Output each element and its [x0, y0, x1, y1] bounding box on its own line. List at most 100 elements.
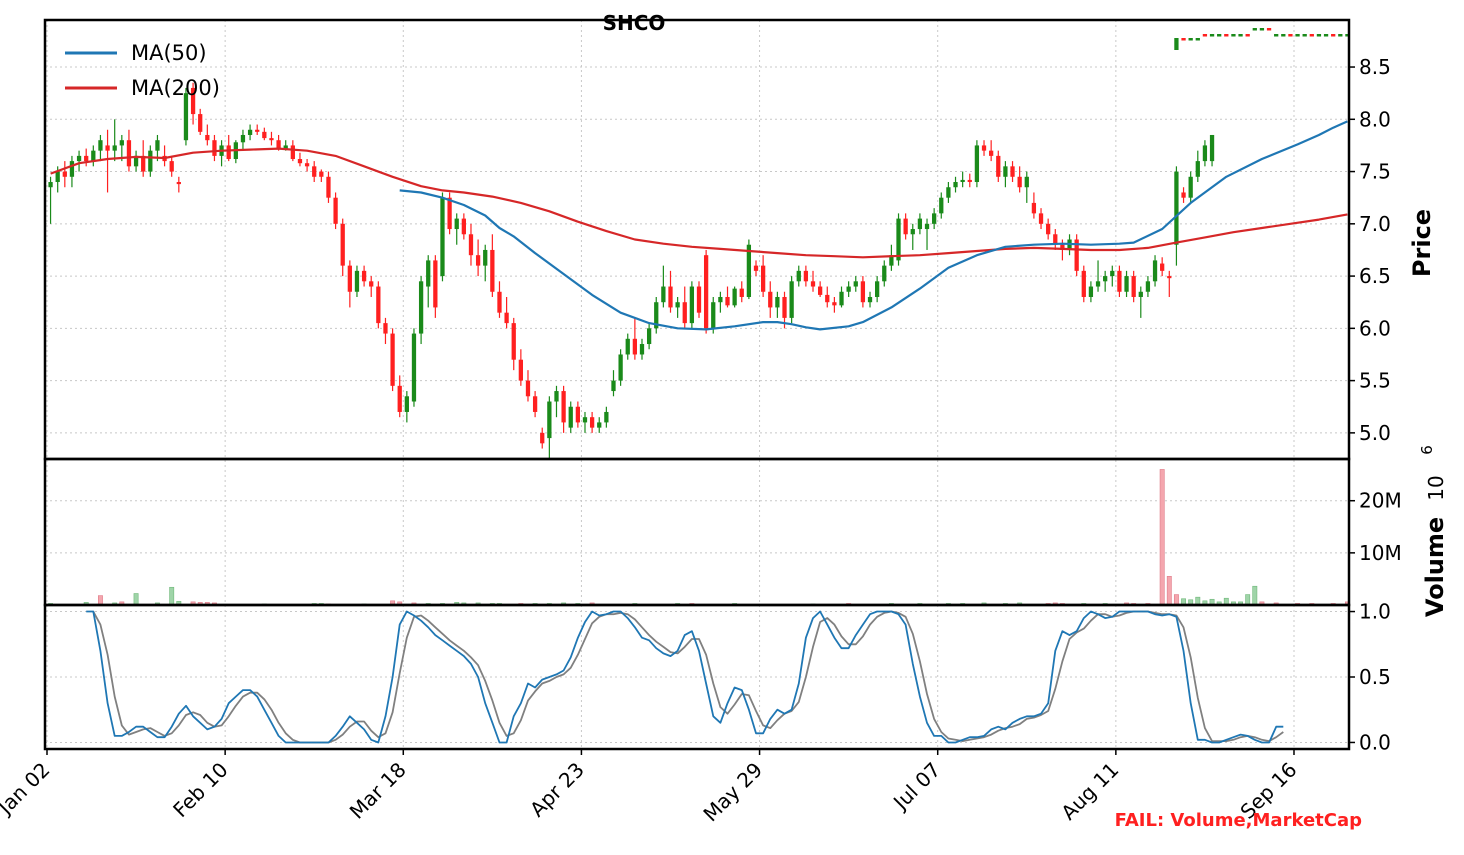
price-tick-label: 8.5 — [1359, 55, 1391, 79]
candle-body — [746, 244, 752, 297]
candle-body — [454, 218, 459, 230]
clipped-candle — [1345, 34, 1350, 37]
clipped-candle — [1302, 34, 1307, 37]
candle-body — [1038, 213, 1044, 224]
candle-body — [646, 328, 652, 345]
candle-body — [48, 182, 53, 188]
candle-body — [568, 406, 573, 428]
candle-body — [889, 255, 894, 266]
candle-body — [1202, 145, 1208, 162]
candle-body — [1209, 134, 1215, 162]
price-panel — [48, 28, 1350, 459]
candle-body — [903, 218, 908, 235]
volume-exponent-power: 6 — [1418, 445, 1436, 455]
candle-body — [810, 281, 816, 287]
clipped-candle — [1209, 34, 1215, 37]
clipped-candle — [1252, 28, 1257, 31]
candle-body — [269, 138, 274, 141]
chart-title: SHCO — [603, 11, 666, 35]
candle-body — [875, 281, 880, 297]
fail-annotation: FAIL: Volume,MarketCap — [1115, 810, 1362, 831]
oscillator-tick-label: 1.0 — [1359, 600, 1391, 624]
candle-body — [1174, 171, 1179, 245]
candle-body — [69, 161, 75, 177]
candle-body — [732, 288, 737, 306]
candle-body — [361, 270, 367, 282]
clipped-candle — [1188, 38, 1193, 41]
price-tick-label: 5.0 — [1359, 421, 1391, 445]
candle-body — [532, 396, 538, 412]
candle-body — [76, 155, 82, 162]
clipped-candle — [1295, 34, 1300, 37]
volume-axis-title: Volume — [1421, 517, 1449, 617]
candle-body — [91, 150, 96, 162]
candle-body — [461, 218, 466, 235]
candle-body — [383, 323, 388, 334]
clipped-candle — [1281, 34, 1286, 37]
candle-body — [597, 422, 602, 428]
clipped-candle — [1181, 38, 1186, 41]
candle-body — [775, 296, 780, 308]
candle-body — [753, 265, 759, 271]
candle-body — [547, 401, 552, 439]
candle-body — [882, 265, 887, 282]
candle-body — [946, 187, 951, 198]
x-tick-label: Apr 23 — [525, 758, 589, 822]
candle-body — [953, 182, 958, 188]
candle-body — [1131, 276, 1136, 297]
volume-bar — [1159, 469, 1165, 606]
candle-body — [411, 333, 417, 402]
ma50-line — [399, 120, 1348, 331]
volume-bar — [1166, 576, 1172, 606]
candle-body — [1074, 239, 1079, 271]
candle-body — [639, 344, 645, 355]
candle-body — [340, 223, 345, 266]
legend-ma200-label: MA(200) — [131, 76, 220, 100]
candle-body — [632, 338, 638, 355]
candle-body — [404, 396, 409, 412]
candle-body — [1003, 166, 1008, 177]
clipped-candle — [1217, 34, 1222, 37]
candle-body — [1053, 234, 1058, 245]
candle-body — [917, 218, 923, 230]
candle-body — [760, 265, 766, 292]
volume-exponent-base: 10 — [1424, 475, 1448, 500]
candle-body — [996, 155, 1001, 177]
oscillator-d-line — [92, 610, 1284, 744]
candle-body — [782, 296, 787, 318]
candle-body — [625, 338, 630, 355]
candle-body — [226, 145, 231, 160]
candle-body — [183, 93, 189, 141]
candle-body — [497, 291, 502, 313]
candle-body — [689, 286, 695, 324]
price-tick-label: 7.0 — [1359, 212, 1391, 236]
candle-body — [1167, 276, 1172, 279]
candle-body — [369, 281, 374, 287]
candle-body — [112, 145, 117, 151]
candle-body — [846, 286, 851, 292]
candle-body — [661, 286, 666, 303]
candle-body — [604, 411, 609, 423]
clipped-candle — [1174, 38, 1179, 50]
candle-body — [718, 296, 723, 303]
oscillator-tick-label: 0.0 — [1359, 730, 1391, 754]
candle-body — [1060, 244, 1065, 250]
candle-body — [390, 333, 395, 386]
candle-body — [974, 145, 980, 183]
ma200-line — [50, 147, 1348, 259]
candle-body — [725, 296, 730, 306]
clipped-candle — [1323, 34, 1329, 37]
candle-body — [803, 270, 809, 282]
candle-body — [696, 286, 702, 313]
candle-body — [1017, 176, 1022, 188]
candle-body — [540, 432, 545, 444]
candle-body — [839, 291, 844, 306]
candle-body — [561, 391, 566, 423]
clipped-candle — [1238, 34, 1243, 37]
candle-body — [276, 140, 281, 149]
oscillator-tick-label: 0.5 — [1359, 665, 1391, 689]
candle-body — [468, 234, 474, 256]
candle-body — [703, 255, 709, 329]
candle-body — [297, 159, 303, 164]
